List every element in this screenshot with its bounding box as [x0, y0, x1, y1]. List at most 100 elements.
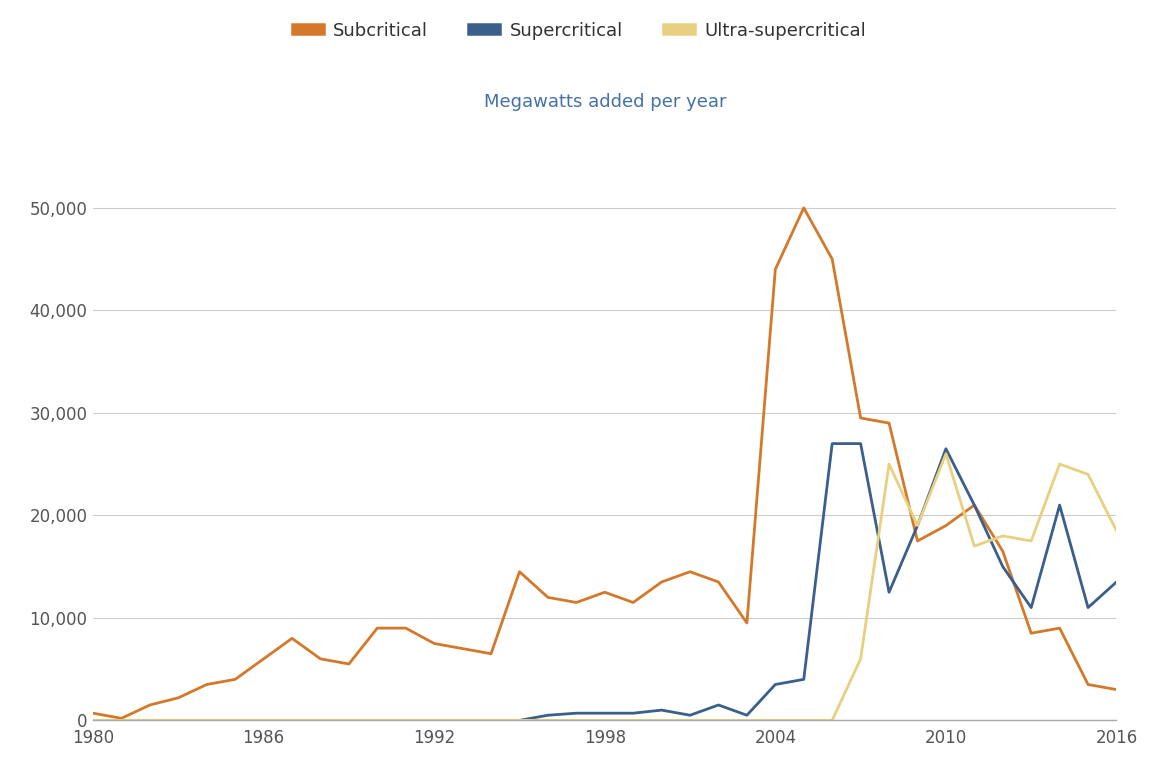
Supercritical	[939, 444, 952, 453]
Supercritical	[1025, 603, 1039, 612]
Subcritical	[541, 593, 555, 602]
Subcritical	[996, 547, 1009, 556]
Supercritical	[314, 716, 328, 725]
Supercritical	[740, 710, 754, 720]
Subcritical	[882, 418, 896, 428]
Subcritical	[228, 675, 242, 684]
Supercritical	[541, 710, 555, 720]
Supercritical	[826, 439, 840, 449]
Text: Megawatts added per year: Megawatts added per year	[484, 93, 726, 111]
Line: Subcritical: Subcritical	[93, 207, 1116, 718]
Subcritical	[740, 619, 754, 628]
Supercritical	[456, 716, 470, 725]
Subcritical	[200, 680, 214, 689]
Ultra-supercritical	[968, 541, 982, 550]
Subcritical	[456, 644, 470, 653]
Subcritical	[143, 700, 157, 709]
Subcritical	[598, 587, 612, 597]
Supercritical	[143, 716, 157, 725]
Subcritical	[570, 597, 584, 607]
Subcritical	[114, 713, 128, 723]
Subcritical	[513, 567, 527, 576]
Subcritical	[712, 577, 726, 586]
Supercritical	[484, 716, 498, 725]
Ultra-supercritical	[285, 716, 299, 725]
Ultra-supercritical	[1110, 526, 1123, 536]
Subcritical	[314, 654, 328, 663]
Ultra-supercritical	[939, 449, 952, 459]
Subcritical	[1025, 629, 1039, 638]
Ultra-supercritical	[683, 716, 697, 725]
Supercritical	[427, 716, 441, 725]
Ultra-supercritical	[882, 460, 896, 469]
Supercritical	[285, 716, 299, 725]
Ultra-supercritical	[1082, 470, 1096, 479]
Ultra-supercritical	[797, 716, 811, 725]
Ultra-supercritical	[370, 716, 384, 725]
Ultra-supercritical	[200, 716, 214, 725]
Supercritical	[1110, 577, 1123, 586]
Subcritical	[285, 633, 299, 643]
Ultra-supercritical	[626, 716, 640, 725]
Subcritical	[1110, 685, 1123, 695]
Supercritical	[1082, 603, 1096, 612]
Subcritical	[655, 577, 669, 586]
Subcritical	[1082, 680, 1096, 689]
Ultra-supercritical	[712, 716, 726, 725]
Supercritical	[598, 709, 612, 718]
Ultra-supercritical	[598, 716, 612, 725]
Supercritical	[996, 562, 1009, 572]
Ultra-supercritical	[541, 716, 555, 725]
Subcritical	[171, 693, 185, 702]
Subcritical	[968, 500, 982, 510]
Supercritical	[200, 716, 214, 725]
Subcritical	[370, 623, 384, 633]
Ultra-supercritical	[911, 521, 925, 530]
Supercritical	[399, 716, 413, 725]
Ultra-supercritical	[740, 716, 754, 725]
Ultra-supercritical	[228, 716, 242, 725]
Subcritical	[399, 623, 413, 633]
Ultra-supercritical	[655, 716, 669, 725]
Legend: Subcritical, Supercritical, Ultra-supercritical: Subcritical, Supercritical, Ultra-superc…	[288, 13, 875, 49]
Ultra-supercritical	[769, 716, 783, 725]
Supercritical	[114, 716, 128, 725]
Ultra-supercritical	[1053, 460, 1066, 469]
Supercritical	[797, 675, 811, 684]
Subcritical	[911, 536, 925, 546]
Supercritical	[342, 716, 356, 725]
Ultra-supercritical	[257, 716, 271, 725]
Supercritical	[712, 700, 726, 709]
Supercritical	[370, 716, 384, 725]
Subcritical	[797, 203, 811, 212]
Supercritical	[854, 439, 868, 449]
Subcritical	[626, 597, 640, 607]
Subcritical	[427, 639, 441, 648]
Supercritical	[86, 716, 100, 725]
Subcritical	[854, 413, 868, 423]
Supercritical	[228, 716, 242, 725]
Supercritical	[769, 680, 783, 689]
Subcritical	[86, 709, 100, 718]
Ultra-supercritical	[171, 716, 185, 725]
Subcritical	[484, 649, 498, 659]
Supercritical	[882, 587, 896, 597]
Ultra-supercritical	[854, 654, 868, 663]
Ultra-supercritical	[427, 716, 441, 725]
Supercritical	[683, 710, 697, 720]
Ultra-supercritical	[342, 716, 356, 725]
Subcritical	[939, 521, 952, 530]
Supercritical	[257, 716, 271, 725]
Subcritical	[826, 254, 840, 264]
Ultra-supercritical	[1025, 536, 1039, 546]
Supercritical	[655, 705, 669, 715]
Supercritical	[1053, 500, 1066, 510]
Subcritical	[257, 654, 271, 663]
Subcritical	[769, 265, 783, 274]
Supercritical	[968, 500, 982, 510]
Ultra-supercritical	[996, 531, 1009, 540]
Supercritical	[911, 521, 925, 530]
Ultra-supercritical	[399, 716, 413, 725]
Ultra-supercritical	[86, 716, 100, 725]
Ultra-supercritical	[570, 716, 584, 725]
